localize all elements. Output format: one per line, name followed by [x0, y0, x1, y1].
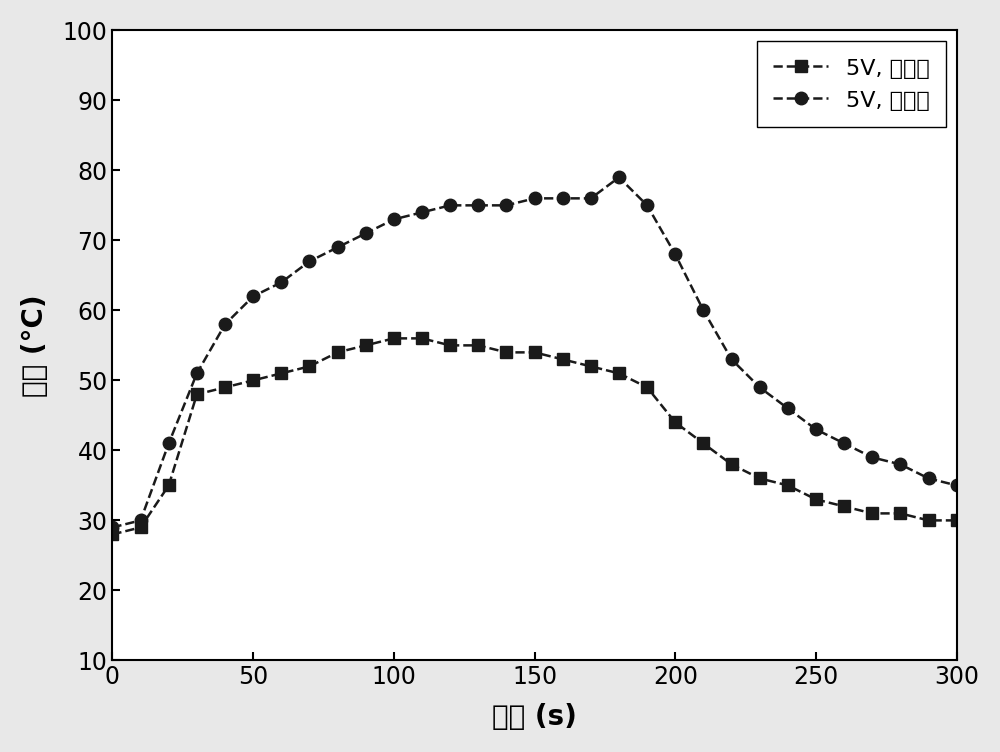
5V, 处理前 — [951, 516, 963, 525]
5V, 处理前 — [303, 362, 315, 371]
5V, 处理后 — [838, 439, 850, 448]
Line: 5V, 处理后: 5V, 处理后 — [106, 171, 963, 534]
5V, 处理后 — [669, 250, 681, 259]
5V, 处理前 — [332, 348, 344, 357]
5V, 处理后 — [754, 383, 766, 392]
5V, 处理前 — [219, 383, 231, 392]
5V, 处理后 — [951, 481, 963, 490]
5V, 处理前 — [923, 516, 935, 525]
5V, 处理后 — [472, 201, 484, 210]
5V, 处理后 — [810, 425, 822, 434]
Y-axis label: 温度 (°C): 温度 (°C) — [21, 294, 49, 397]
5V, 处理前 — [697, 439, 709, 448]
5V, 处理前 — [810, 495, 822, 504]
5V, 处理前 — [782, 481, 794, 490]
5V, 处理前 — [275, 369, 287, 378]
5V, 处理后 — [585, 194, 597, 203]
5V, 处理前 — [754, 474, 766, 483]
Line: 5V, 处理前: 5V, 处理前 — [106, 332, 963, 541]
5V, 处理后 — [726, 355, 738, 364]
5V, 处理后 — [163, 439, 175, 448]
5V, 处理后 — [500, 201, 512, 210]
5V, 处理前 — [585, 362, 597, 371]
Legend: 5V, 处理前, 5V, 处理后: 5V, 处理前, 5V, 处理后 — [757, 41, 946, 127]
5V, 处理后 — [275, 277, 287, 287]
5V, 处理前 — [500, 348, 512, 357]
5V, 处理后 — [782, 404, 794, 413]
5V, 处理后 — [641, 201, 653, 210]
5V, 处理前 — [106, 530, 118, 539]
5V, 处理后 — [332, 243, 344, 252]
5V, 处理前 — [838, 502, 850, 511]
5V, 处理后 — [303, 257, 315, 266]
5V, 处理后 — [191, 369, 203, 378]
5V, 处理前 — [641, 383, 653, 392]
5V, 处理后 — [557, 194, 569, 203]
5V, 处理前 — [191, 390, 203, 399]
5V, 处理前 — [726, 460, 738, 469]
5V, 处理前 — [388, 334, 400, 343]
5V, 处理后 — [247, 292, 259, 301]
5V, 处理前 — [416, 334, 428, 343]
5V, 处理前 — [557, 355, 569, 364]
5V, 处理后 — [697, 306, 709, 315]
5V, 处理前 — [163, 481, 175, 490]
5V, 处理后 — [106, 523, 118, 532]
5V, 处理后 — [894, 460, 906, 469]
5V, 处理后 — [613, 173, 625, 182]
5V, 处理前 — [894, 509, 906, 518]
5V, 处理后 — [360, 229, 372, 238]
5V, 处理前 — [472, 341, 484, 350]
5V, 处理前 — [444, 341, 456, 350]
5V, 处理前 — [866, 509, 878, 518]
5V, 处理前 — [669, 418, 681, 427]
5V, 处理后 — [416, 208, 428, 217]
5V, 处理后 — [219, 320, 231, 329]
5V, 处理后 — [388, 215, 400, 224]
5V, 处理后 — [923, 474, 935, 483]
5V, 处理前 — [135, 523, 147, 532]
5V, 处理前 — [247, 376, 259, 385]
5V, 处理前 — [613, 369, 625, 378]
5V, 处理后 — [135, 516, 147, 525]
5V, 处理前 — [529, 348, 541, 357]
X-axis label: 时间 (s): 时间 (s) — [492, 703, 577, 731]
5V, 处理后 — [444, 201, 456, 210]
5V, 处理后 — [866, 453, 878, 462]
5V, 处理后 — [529, 194, 541, 203]
5V, 处理前 — [360, 341, 372, 350]
